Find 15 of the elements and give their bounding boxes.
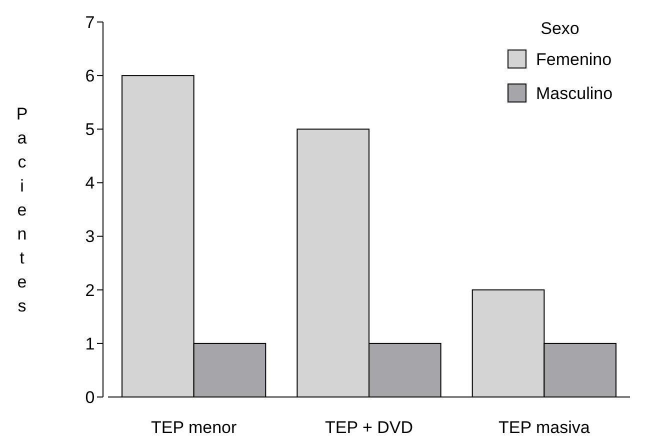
y-tick-label: 5: [85, 120, 95, 140]
y-tick-label: 4: [85, 174, 95, 193]
y-tick-label: 1: [85, 334, 95, 354]
y-tick-label: 7: [85, 12, 95, 32]
legend-title: Sexo: [540, 19, 580, 38]
x-tick-label: TEP + DVD: [324, 418, 414, 437]
legend-label: Masculino: [536, 84, 613, 103]
text: Pacientes: [16, 104, 28, 316]
x-tick-label: TEP menor: [150, 418, 237, 437]
y-tick-label: 3: [85, 227, 95, 246]
x-tick-label: TEP masiva: [498, 418, 590, 437]
y-tick-label: 0: [85, 388, 95, 407]
legend-label: Femenino: [536, 50, 612, 69]
y-tick-label: 6: [85, 66, 95, 86]
y-tick-label: 2: [85, 280, 95, 300]
